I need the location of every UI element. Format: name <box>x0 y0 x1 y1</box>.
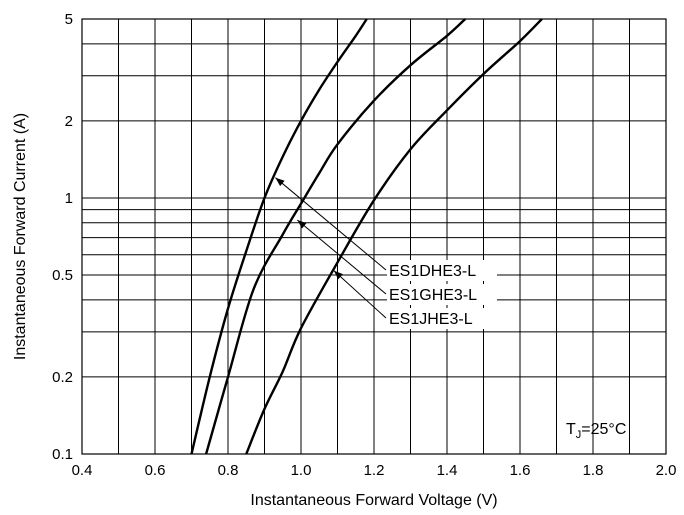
x-tick-label: 0.6 <box>145 462 166 479</box>
x-tick-label: 0.8 <box>218 462 239 479</box>
x-tick-labels: 0.4 0.6 0.8 1.0 1.2 1.4 1.6 1.8 2.0 <box>72 462 677 479</box>
y-tick-label: 1 <box>65 190 73 207</box>
x-axis-label: Instantaneous Forward Voltage (V) <box>250 492 497 509</box>
x-tick-label: 1.6 <box>510 462 531 479</box>
grid-lines <box>82 19 666 454</box>
y-tick-labels: 0.1 0.2 0.5 1 2 5 <box>52 11 73 463</box>
annotation-label: ES1DHE3-L <box>389 263 476 280</box>
y-tick-label: 2 <box>65 113 73 130</box>
annotation-label: ES1GHE3-L <box>389 287 477 304</box>
annotation-arrowhead <box>275 177 285 187</box>
annotation-label-bg <box>387 260 497 281</box>
series-curves <box>190 18 543 455</box>
annotation-arrow-line <box>275 177 387 271</box>
annotation-label: ES1JHE3-L <box>389 311 473 328</box>
annotation-arrowhead <box>297 220 307 229</box>
x-tick-label: 2.0 <box>656 462 677 479</box>
annotation-arrow-line <box>297 219 387 295</box>
series-line-3 <box>245 18 543 455</box>
annotation-label-bg <box>387 284 497 305</box>
series-line-2 <box>204 18 467 455</box>
x-tick-label: 0.4 <box>72 462 93 479</box>
y-axis-label: Instantaneous Forward Current (A) <box>12 113 29 360</box>
x-tick-label: 1.0 <box>291 462 312 479</box>
annotation-arrows <box>275 177 387 319</box>
annotation-label-bg <box>387 308 497 329</box>
x-tick-label: 1.2 <box>364 462 385 479</box>
x-tick-label: 1.8 <box>583 462 604 479</box>
junction-temperature-label: TJ=25°C <box>566 421 626 441</box>
y-tick-label: 0.1 <box>52 446 73 463</box>
annotation-labels: ES1DHE3-L ES1GHE3-L ES1JHE3-L <box>387 260 497 329</box>
annotation-arrow-line <box>333 270 387 319</box>
x-tick-label: 1.4 <box>437 462 458 479</box>
series-line-1 <box>190 18 368 455</box>
annotation-arrowhead <box>333 270 343 280</box>
y-tick-label: 0.2 <box>52 369 73 386</box>
plot-frame <box>81 18 667 455</box>
y-tick-label: 5 <box>65 11 73 28</box>
y-tick-label: 0.5 <box>52 267 73 284</box>
